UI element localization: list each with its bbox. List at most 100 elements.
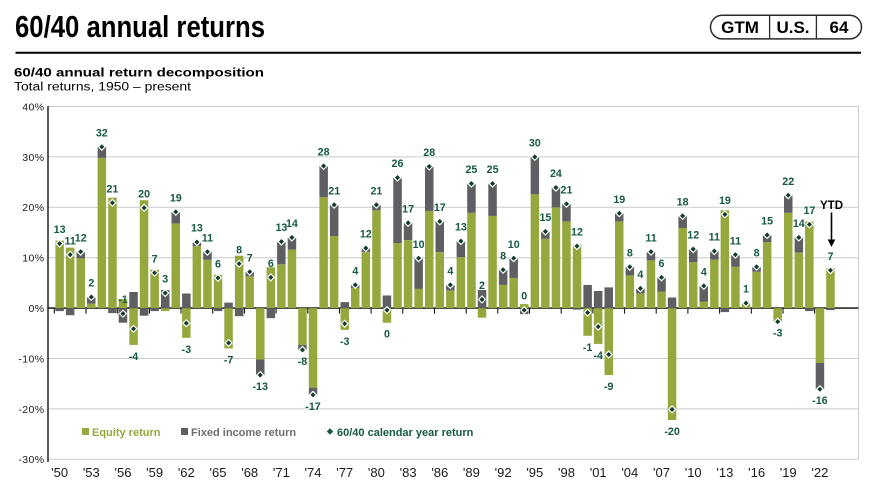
svg-text:11: 11 [730, 235, 741, 247]
svg-text:11: 11 [65, 235, 76, 247]
svg-text:21: 21 [561, 184, 573, 196]
svg-text:-1: -1 [118, 294, 128, 306]
svg-text:64: 64 [830, 18, 849, 37]
svg-text:14: 14 [286, 218, 298, 230]
svg-text:'04: '04 [621, 465, 638, 480]
svg-text:-10%: -10% [18, 353, 44, 365]
svg-text:11: 11 [202, 232, 213, 244]
svg-text:Total returns, 1950 – present: Total returns, 1950 – present [14, 82, 192, 94]
svg-text:GTM: GTM [721, 18, 759, 37]
svg-text:13: 13 [191, 223, 203, 235]
svg-text:17: 17 [803, 205, 815, 217]
svg-text:30%: 30% [22, 152, 44, 164]
svg-text:7: 7 [828, 251, 834, 263]
svg-text:14: 14 [793, 218, 805, 230]
svg-text:25: 25 [465, 164, 477, 176]
svg-text:4: 4 [447, 266, 453, 278]
svg-text:-4: -4 [593, 350, 603, 362]
svg-text:4: 4 [352, 266, 358, 278]
svg-text:15: 15 [761, 216, 773, 228]
svg-text:8: 8 [627, 247, 633, 259]
svg-text:'62: '62 [178, 465, 195, 480]
svg-text:18: 18 [677, 197, 689, 209]
svg-text:1: 1 [743, 284, 749, 296]
svg-text:32: 32 [96, 127, 108, 139]
svg-text:-9: -9 [604, 381, 614, 393]
svg-text:0: 0 [521, 291, 527, 303]
svg-text:-3: -3 [773, 328, 783, 340]
svg-text:'80: '80 [368, 465, 385, 480]
svg-text:4: 4 [701, 267, 707, 279]
svg-text:0%: 0% [29, 303, 45, 315]
svg-text:40%: 40% [22, 101, 44, 113]
svg-text:12: 12 [75, 232, 87, 244]
svg-text:4: 4 [637, 269, 643, 281]
svg-text:6: 6 [268, 258, 274, 270]
svg-text:20: 20 [138, 188, 150, 200]
svg-text:'95: '95 [526, 465, 543, 480]
svg-text:Fixed income return: Fixed income return [191, 427, 296, 439]
svg-text:'10: '10 [685, 465, 702, 480]
svg-text:8: 8 [236, 244, 242, 256]
svg-text:13: 13 [275, 222, 287, 234]
svg-text:6: 6 [215, 259, 221, 271]
svg-text:'77: '77 [336, 465, 353, 480]
svg-text:60/40 calendar year return: 60/40 calendar year return [337, 427, 474, 439]
svg-text:-20: -20 [664, 426, 680, 438]
svg-text:25: 25 [487, 164, 499, 176]
svg-text:'68: '68 [241, 465, 258, 480]
svg-text:13: 13 [54, 224, 66, 236]
svg-text:15: 15 [539, 212, 551, 224]
svg-text:17: 17 [402, 204, 414, 216]
svg-text:'59: '59 [146, 465, 163, 480]
svg-text:-16: -16 [812, 395, 828, 407]
svg-text:28: 28 [318, 147, 330, 159]
svg-text:22: 22 [782, 176, 794, 188]
svg-text:30: 30 [529, 138, 541, 150]
svg-text:2: 2 [479, 280, 485, 292]
svg-text:10%: 10% [22, 253, 44, 265]
svg-text:'98: '98 [558, 465, 575, 480]
svg-text:11: 11 [709, 232, 720, 244]
svg-text:-3: -3 [182, 344, 192, 356]
svg-text:8: 8 [500, 250, 506, 262]
svg-text:'56: '56 [115, 465, 132, 480]
svg-text:7: 7 [152, 253, 158, 265]
svg-text:8: 8 [754, 247, 760, 259]
svg-text:28: 28 [423, 147, 435, 159]
svg-text:Equity return: Equity return [92, 427, 161, 439]
svg-text:'16: '16 [748, 465, 765, 480]
svg-text:24: 24 [550, 168, 562, 180]
svg-text:'53: '53 [83, 465, 100, 480]
svg-text:12: 12 [360, 229, 372, 241]
svg-text:3: 3 [162, 274, 168, 286]
svg-text:12: 12 [571, 227, 583, 239]
svg-text:'74: '74 [305, 465, 322, 480]
svg-text:2: 2 [88, 278, 94, 290]
svg-text:'83: '83 [400, 465, 417, 480]
svg-text:'19: '19 [780, 465, 797, 480]
svg-text:U.S.: U.S. [776, 18, 809, 37]
svg-text:'92: '92 [495, 465, 512, 480]
svg-text:10: 10 [413, 239, 425, 251]
svg-text:'65: '65 [210, 465, 227, 480]
svg-text:0: 0 [384, 329, 390, 341]
svg-text:17: 17 [434, 202, 446, 214]
svg-text:6: 6 [659, 258, 665, 270]
svg-text:-30%: -30% [18, 454, 44, 466]
svg-text:-7: -7 [224, 354, 234, 366]
svg-text:21: 21 [370, 185, 382, 197]
svg-text:'01: '01 [590, 465, 607, 480]
svg-text:10: 10 [508, 239, 520, 251]
svg-text:YTD: YTD [820, 200, 843, 212]
svg-text:-1: -1 [583, 342, 593, 354]
svg-text:19: 19 [170, 192, 182, 204]
svg-text:60/40 annual return decomposit: 60/40 annual return decomposition [14, 66, 264, 80]
svg-text:-20%: -20% [18, 404, 44, 416]
svg-text:'22: '22 [811, 465, 828, 480]
svg-text:26: 26 [392, 158, 404, 170]
svg-text:19: 19 [719, 195, 731, 207]
svg-text:'71: '71 [273, 465, 290, 480]
svg-text:7: 7 [247, 252, 253, 264]
svg-text:-4: -4 [129, 351, 139, 363]
